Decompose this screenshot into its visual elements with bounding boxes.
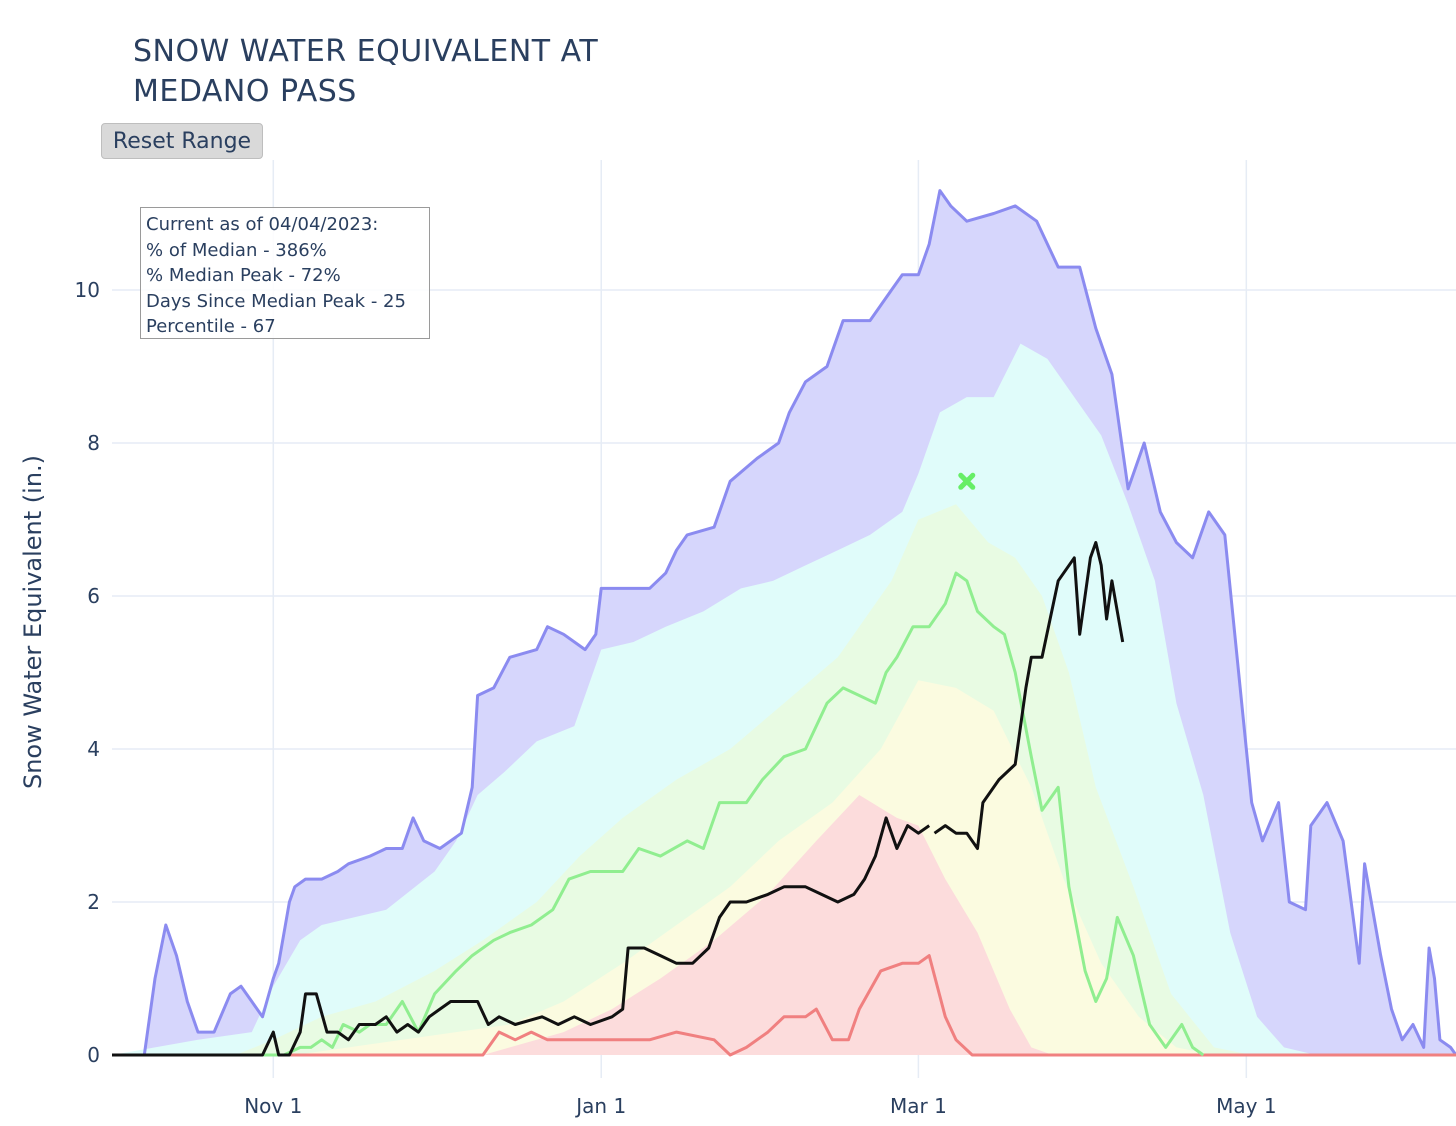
x-tick-label: May 1 xyxy=(1216,1094,1276,1118)
markers xyxy=(958,472,976,490)
info-percent-median-peak: % Median Peak - 72% xyxy=(146,265,341,286)
x-tick-label: Mar 1 xyxy=(890,1094,947,1118)
median-line xyxy=(112,571,1205,1057)
y-tick-label: 8 xyxy=(87,431,100,455)
max-line xyxy=(112,189,1456,1057)
percentile-bands xyxy=(112,190,1456,1056)
x-tick-label: Jan 1 xyxy=(574,1094,626,1118)
current-line xyxy=(112,816,931,1057)
axes: 0 2 4 6 8 10 Nov 1 Jan 1 Mar 1 May 1 xyxy=(75,278,1277,1118)
reset-range-button[interactable]: Reset Range xyxy=(101,123,263,159)
chart-title-line-1: SNOW WATER EQUIVALENT AT xyxy=(133,34,599,69)
y-tick-label: 4 xyxy=(87,737,100,761)
series-lines xyxy=(112,189,1456,1057)
y-axis-title: Snow Water Equivalent (in.) xyxy=(19,455,47,789)
y-tick-label: 6 xyxy=(87,584,100,608)
chart-title-line-2: MEDANO PASS xyxy=(133,74,357,109)
median-peak-marker xyxy=(958,472,976,490)
current-line xyxy=(933,541,1125,850)
chart-title: SNOW WATER EQUIVALENT AT MEDANO PASS xyxy=(133,32,598,112)
p30-band xyxy=(112,795,1053,1055)
info-percent-median: % of Median - 386% xyxy=(146,239,327,261)
info-date-line: Current as of 04/04/2023: xyxy=(146,214,379,235)
info-days-since-peak: Days Since Median Peak - 25 xyxy=(146,290,406,312)
y-tick-label: 0 xyxy=(87,1043,100,1067)
y-tick-label: 10 xyxy=(75,278,100,302)
min-line xyxy=(112,954,1456,1057)
current-status-box: Current as of 04/04/2023: % of Median - … xyxy=(140,207,430,339)
info-percentile: Percentile - 67 xyxy=(146,316,276,337)
x-tick-label: Nov 1 xyxy=(244,1094,302,1118)
y-tick-label: 2 xyxy=(87,890,100,914)
